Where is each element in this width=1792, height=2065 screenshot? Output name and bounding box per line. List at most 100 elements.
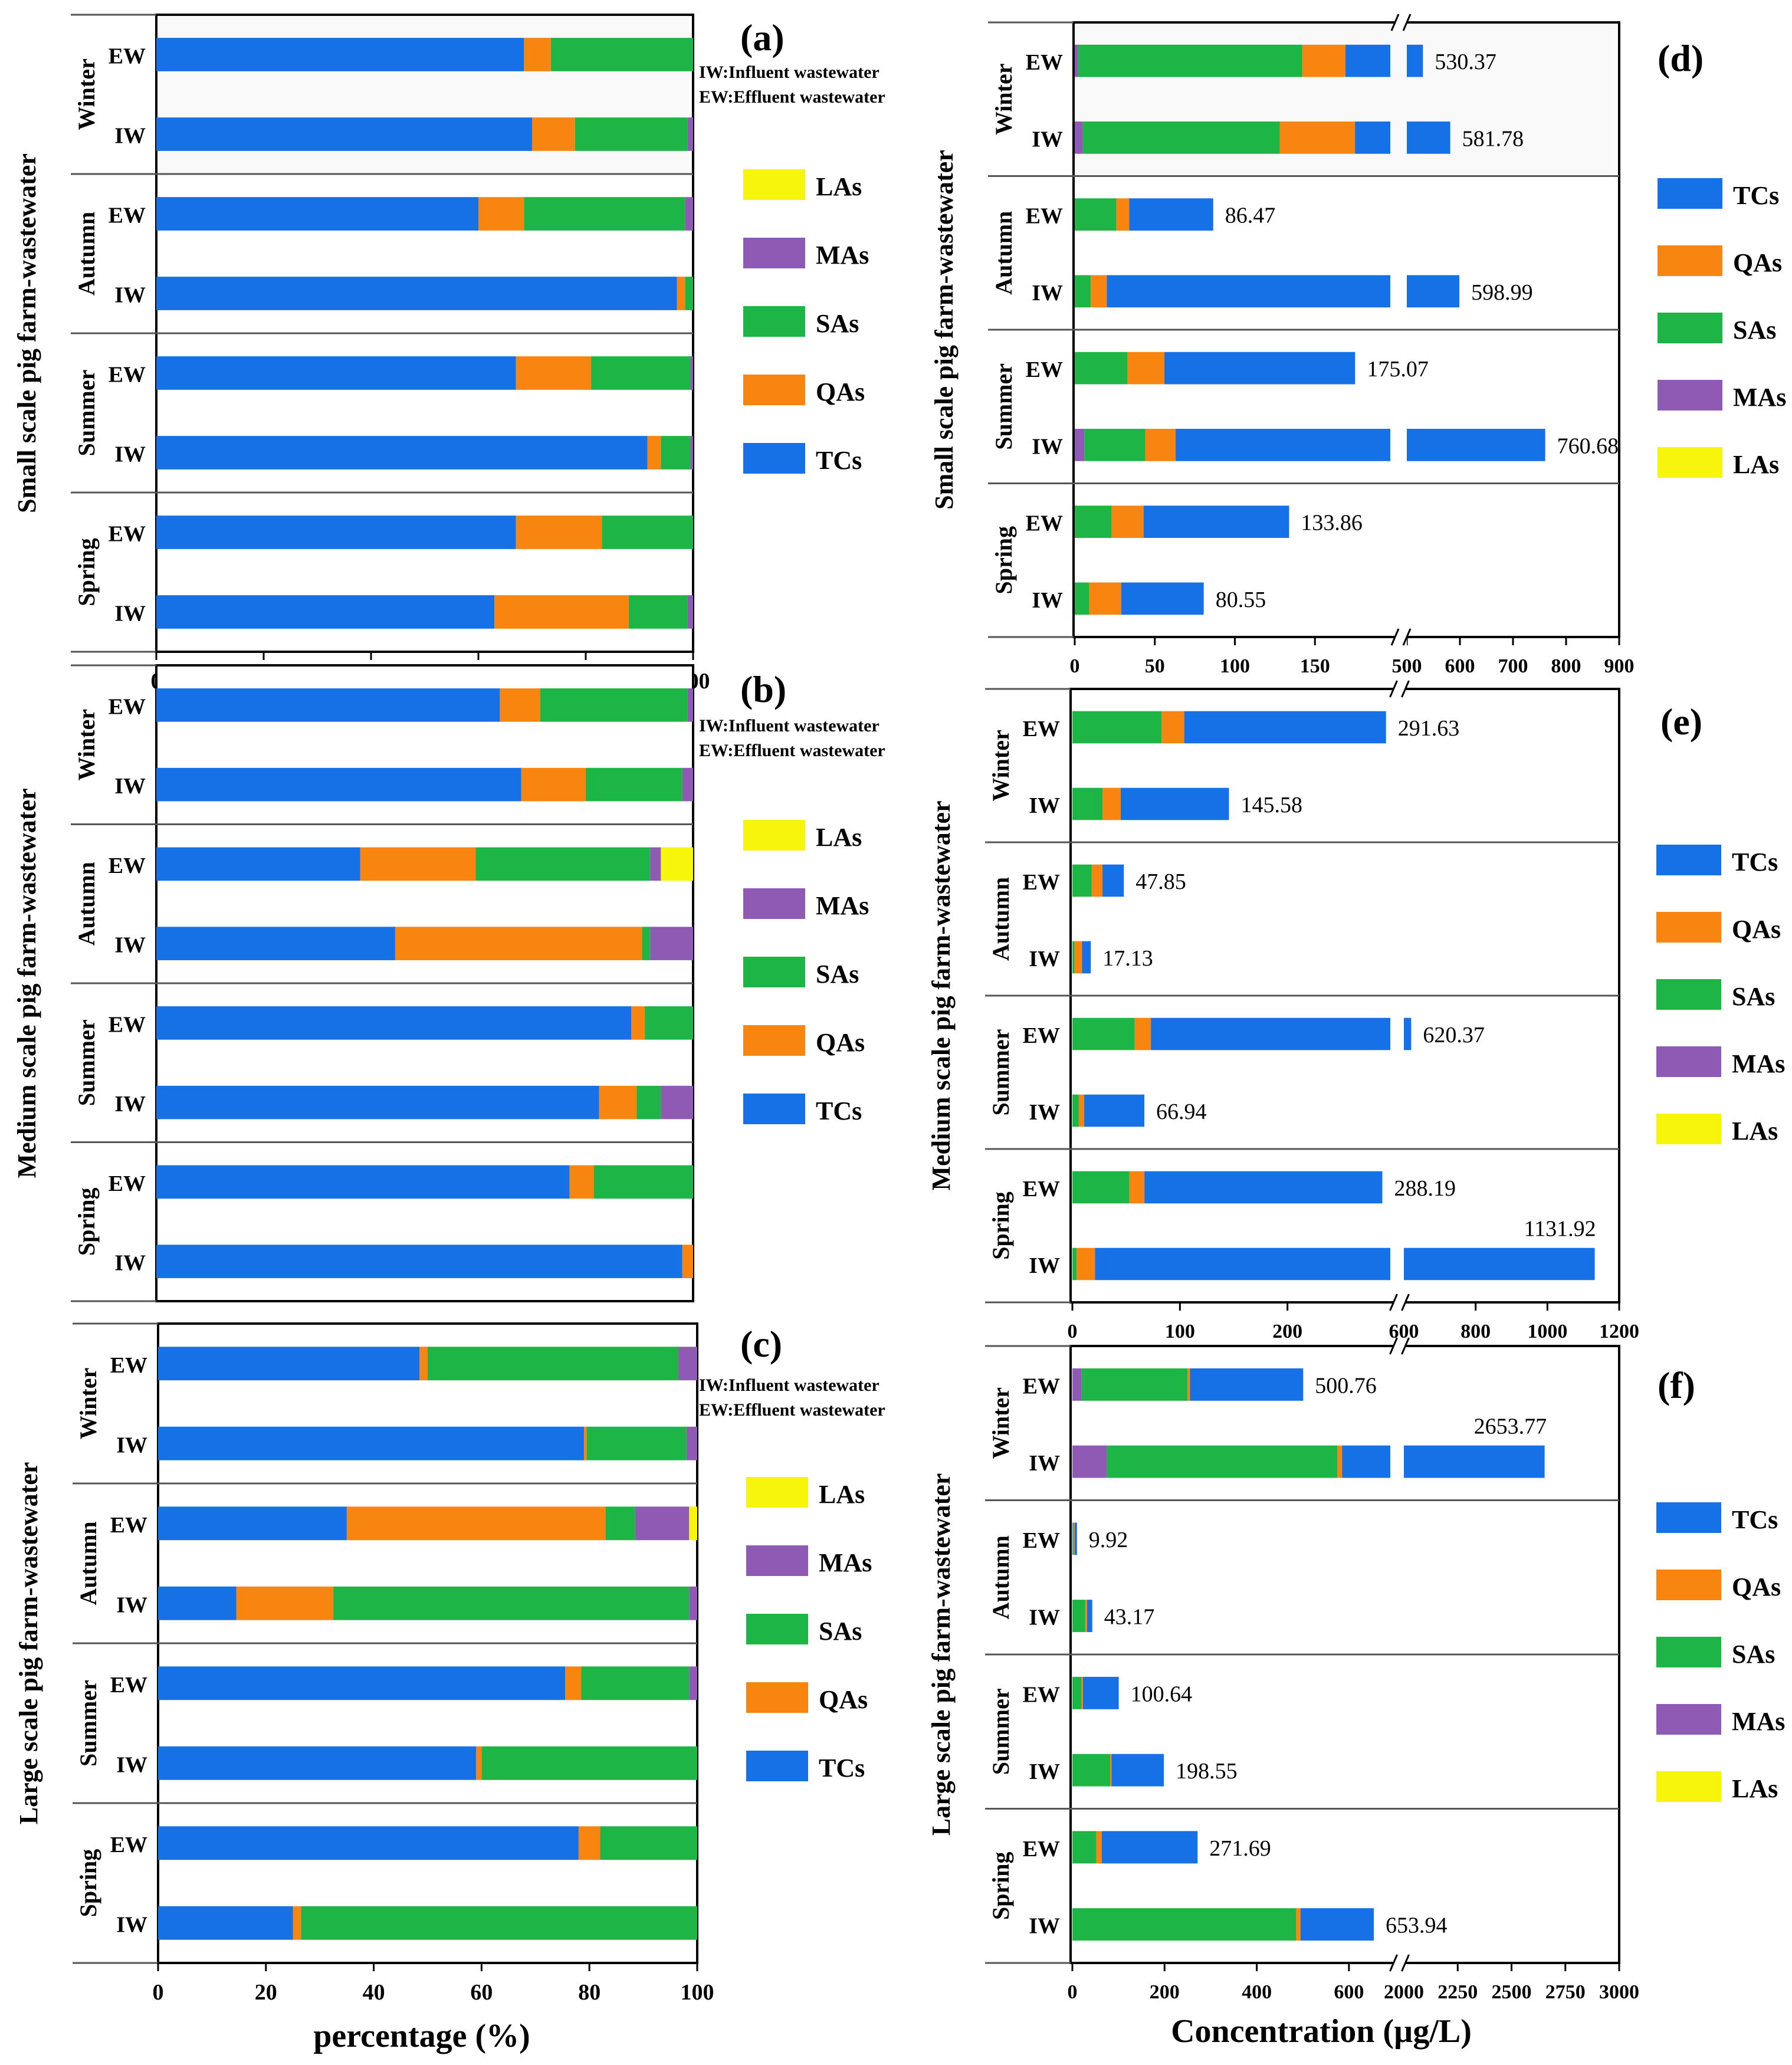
season-label-spring: Spring [990, 526, 1017, 595]
note-iw: IW:Influent wastewater [699, 716, 879, 736]
season-label-autumn: Autumn [73, 212, 100, 296]
bar-segment-qas [631, 1006, 645, 1040]
bar-row-winter-ew: EW 500.76 [1023, 1368, 1377, 1401]
x-tick-label: 500 [1392, 655, 1422, 677]
total-data-label: 271.69 [1209, 1836, 1271, 1861]
row-type-label: EW [110, 1673, 147, 1698]
axis-break-gap [1393, 1338, 1406, 1354]
bar-segment-qas [419, 1347, 428, 1381]
bar-segment-sas [586, 1426, 687, 1460]
legend-item-qas: QAs [746, 1682, 868, 1714]
row-type-label: EW [109, 1171, 146, 1196]
season-label-autumn: Autumn [73, 862, 100, 945]
row-type-label: IW [116, 1593, 147, 1617]
bar-segment-qas [293, 1906, 301, 1940]
total-data-label: 530.37 [1435, 50, 1496, 74]
bar-segment-tcs [1087, 1600, 1092, 1633]
axis-break-gap [1393, 681, 1406, 697]
x-tick-label: 50 [1145, 655, 1165, 677]
axis-break-gap [1393, 1955, 1406, 1971]
bar-row-summer-ew: EW [109, 356, 693, 390]
axis-break-mark [1401, 1294, 1410, 1311]
total-data-label: 66.94 [1156, 1099, 1207, 1124]
bar-segment-qas [584, 1426, 587, 1460]
x-tick-label: 800 [1460, 1321, 1491, 1342]
x-tick-label: 40 [363, 1980, 385, 2005]
bar-row-spring-iw: IW [116, 1906, 698, 1940]
row-type-label: EW [1026, 357, 1063, 382]
bar-segment-qas [677, 277, 685, 310]
bar-segment-sas [1075, 582, 1089, 615]
season-label-summer: Summer [990, 363, 1017, 450]
total-data-label: 2653.77 [1474, 1414, 1547, 1439]
row-type-label: EW [110, 1353, 147, 1378]
bar-segment-sas [1072, 1831, 1097, 1864]
legend-label: TCs [1732, 1505, 1778, 1534]
group-label: Small scale pig farm-wastewater [12, 153, 41, 513]
bar-segment-qas [578, 1826, 600, 1860]
bar-row-spring-iw: IW [114, 595, 693, 629]
row-type-label: IW [116, 1433, 147, 1457]
panel-c: EW IW EW IW EW IW EW IW Winter Autumn Summer Spring… [14, 1322, 885, 2005]
x-tick-label: 200 [1150, 1981, 1180, 2003]
row-type-label: IW [114, 442, 146, 467]
bar-segment-qas [1096, 1831, 1102, 1864]
bar-segment-tcs [1121, 582, 1204, 615]
legend-item-sas: SAs [1658, 313, 1776, 344]
bar-segment-tcs [156, 197, 478, 231]
legend-swatch [1656, 1704, 1721, 1735]
season-label-autumn: Autumn [987, 877, 1014, 961]
bar-segment-tcs [156, 38, 524, 71]
row-type-label: IW [1032, 281, 1063, 306]
bar-segment-tcs [1144, 1171, 1383, 1204]
legend-label: QAs [1732, 1572, 1781, 1601]
bar-row-spring-iw: IW 80.55 [1032, 582, 1266, 615]
panel-title: (e) [1660, 701, 1702, 743]
bar-segment-mas [1075, 122, 1083, 154]
legend-label: TCs [819, 1754, 865, 1782]
bar-row-spring-ew: EW 271.69 [1023, 1831, 1271, 1864]
bar-segment-sas [1072, 1017, 1135, 1050]
bar-segment-tcs [1407, 429, 1545, 461]
total-data-label: 9.92 [1089, 1528, 1128, 1552]
x-tick-label: 100 [1165, 1321, 1195, 1342]
bar-segment-mas [1072, 1368, 1082, 1401]
bar-segment-qas [1187, 1368, 1190, 1401]
row-type-label: IW [114, 283, 146, 308]
x-tick-label: 0 [153, 1980, 164, 2005]
bar-segment-sas [1082, 122, 1280, 154]
bar-segment-tcs [1095, 1247, 1390, 1281]
note-ew: EW:Effluent wastewater [699, 87, 885, 107]
bar-segment-qas [1081, 1676, 1083, 1709]
bar-segment-qas [516, 516, 602, 549]
panel-title: (d) [1658, 37, 1704, 79]
bar-segment-qas [521, 767, 586, 802]
total-data-label: 1131.92 [1524, 1217, 1596, 1242]
bar-row-spring-iw: IW 1131.92 [1029, 1217, 1596, 1281]
row-type-label: IW [114, 1251, 146, 1276]
legend-label: LAs [1732, 1774, 1778, 1803]
bar-segment-sas [605, 1506, 635, 1541]
bar-segment-tcs [1407, 122, 1450, 154]
row-type-label: EW [1023, 870, 1060, 895]
bar-row-autumn-iw: IW 17.13 [1029, 941, 1153, 974]
legend-swatch [743, 1094, 805, 1124]
bar-segment-sas [593, 1165, 693, 1199]
bar-segment-mas [690, 356, 693, 390]
axis-break-mark [1389, 680, 1398, 698]
bar-segment-tcs [1407, 275, 1460, 308]
x-tick-label: 2500 [1492, 1981, 1532, 2003]
bar-segment-tcs [158, 1347, 420, 1381]
bar-segment-tcs [1404, 1017, 1412, 1050]
bar-segment-tcs [1111, 1754, 1164, 1787]
bar-segment-tcs [156, 117, 532, 151]
bar-segment-qas [1091, 275, 1107, 308]
bar-segment-sas [1075, 275, 1091, 308]
season-label-spring: Spring [73, 1187, 100, 1256]
season-label-summer: Summer [987, 1029, 1014, 1116]
bar-segment-tcs [1404, 1445, 1545, 1478]
bar-segment-sas [1072, 1094, 1079, 1127]
left-x-axis-title: percentage (%) [313, 2018, 530, 2054]
legend-label: MAs [1733, 383, 1786, 412]
bar-segment-tcs [1102, 1831, 1198, 1864]
